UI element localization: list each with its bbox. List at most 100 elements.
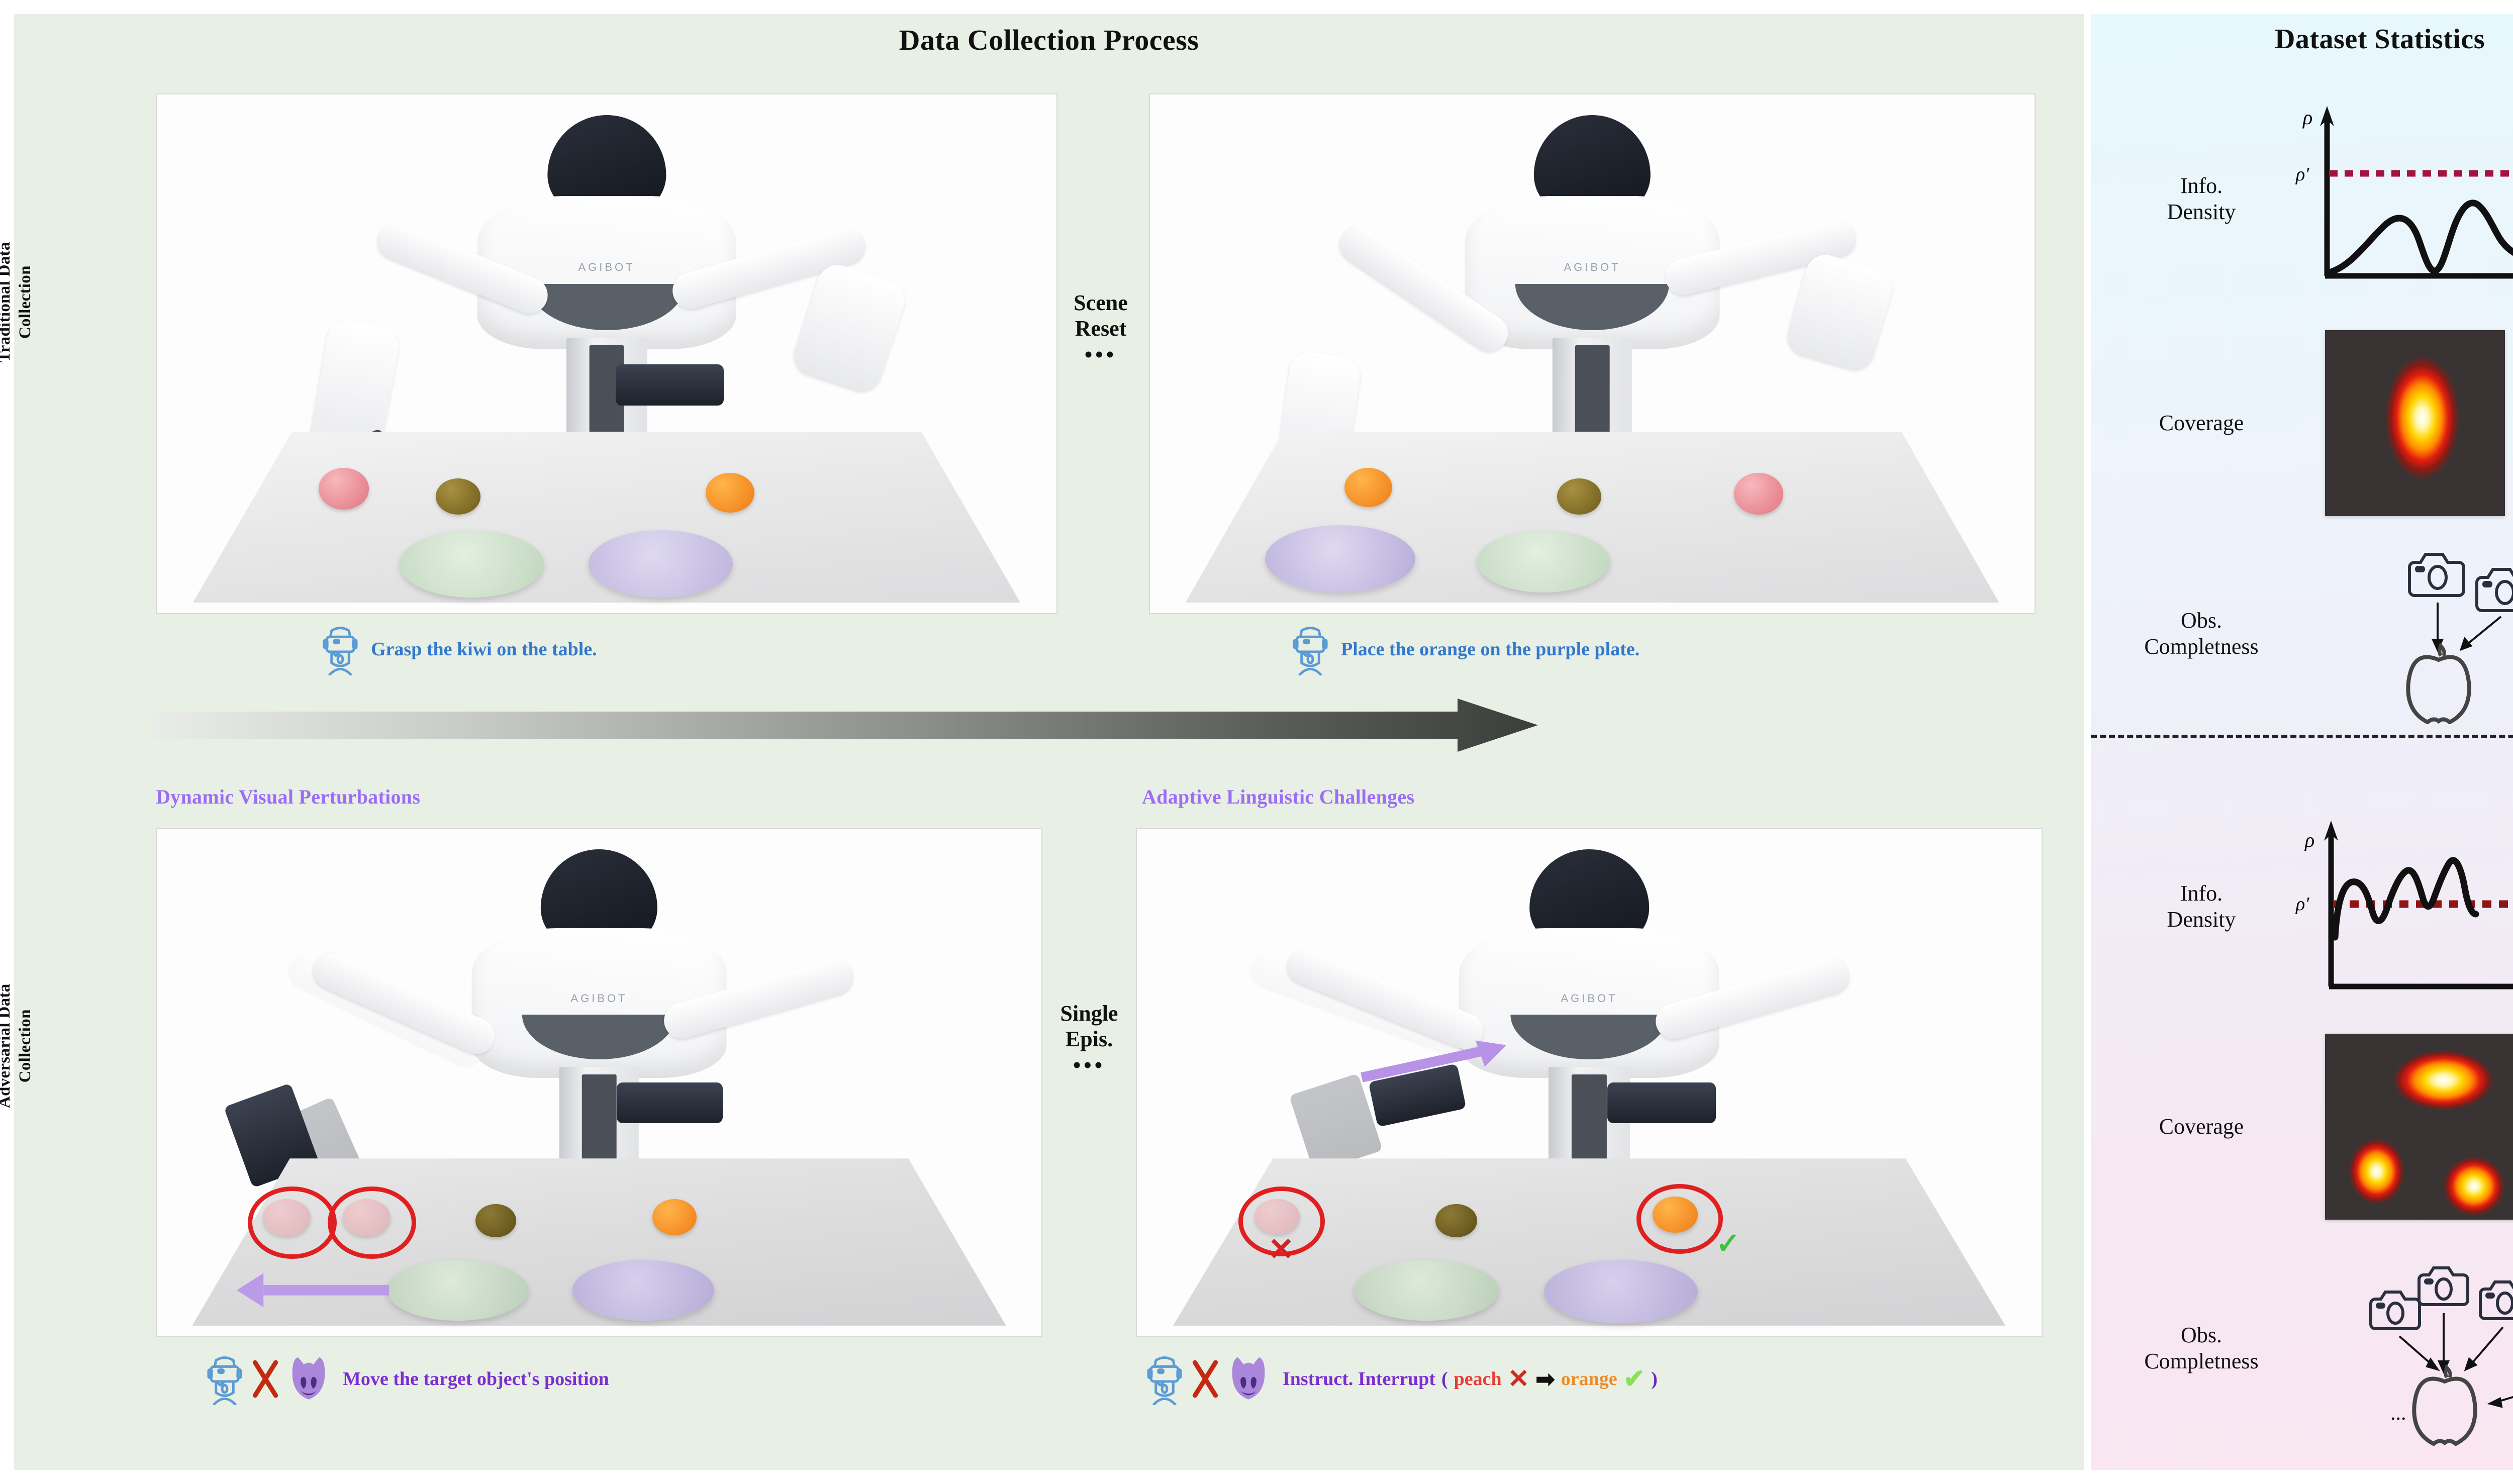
caption-text-prefix: Instruct. Interrupt [1283,1368,1435,1390]
row-label-traditional-line1: Traditional Data [0,242,14,363]
single-episode-line2: Epis. [1065,1026,1113,1051]
obs-completeness-diagram-bottom: ... [2369,1266,2513,1446]
process-progression-arrow [151,699,1538,752]
fruit-peach [319,468,369,510]
coverage-label: Coverage [2159,1114,2244,1139]
caption-grasp-kiwi: Grasp the kiwi on the table. [322,623,597,675]
scene-reset-line2: Reset [1075,316,1127,341]
scene: AGIBOT [1150,94,2035,613]
fruit-kiwi [475,1204,516,1238]
obs-completeness-label: Obs. Completness [2126,1322,2277,1374]
robot-right-arm-fore [1783,250,1897,374]
info-density-chart-bottom: ρ ρ′ t [2295,821,2513,990]
wrong-x-icon: ✕ [1507,1365,1530,1394]
camera-arrow [2497,1396,2513,1403]
robot-brand-label: AGIBOT [578,261,635,274]
fruit-peach [1733,473,1784,515]
scene-reset-line1: Scene [1074,290,1128,315]
highlight-circle-old-position [248,1186,337,1259]
fruit-orange [705,473,754,513]
stat-coverage-bottom: Coverage [2126,1021,2513,1232]
apple-icon [2412,1376,2477,1446]
coverage-heatmap-bottom [2325,1034,2513,1220]
info-density-label: Info. Density [2126,173,2277,225]
fruit-kiwi [1557,478,1601,515]
paren-close: ) [1651,1368,1658,1390]
coverage-heatmap-top [2325,330,2505,516]
axis-threshold-label: ρ′ [2295,894,2309,915]
photo-traditional-place: AGIBOT [1149,93,2036,614]
fruit-kiwi [1435,1204,1477,1238]
peach-reject-x: ✕ [1268,1233,1294,1267]
photo-adversarial-linguistic-challenge: AGIBOT ✕ ✓ [1136,828,2043,1337]
vr-operator-icon [1147,1356,1182,1405]
stat-info-density-top: Info. Density ρ ρ′ t [2126,88,2513,310]
highlight-circle-orange [1636,1183,1723,1254]
transition-arrow-icon: ➡ [1535,1366,1555,1392]
object-move-arrow [236,1273,389,1308]
info-density-label-line2: Density [2167,200,2236,224]
wrong-object-label: peach [1454,1368,1502,1390]
caption-text: Move the target object's position [343,1368,609,1390]
plate-purple [1265,525,1415,592]
row-label-traditional: Traditional Data Collection [0,26,36,578]
density-curve [2332,857,2479,941]
info-density-chart-top: ρ ρ′ t [2295,106,2513,279]
stat-info-density-bottom: Info. Density ρ ρ′ t [2126,796,2513,1017]
right-check-icon: ✔ [1623,1365,1646,1394]
obs-completeness-label: Obs. Completness [2126,608,2277,660]
camera-arrow [2398,1335,2433,1365]
caption-place-orange: Place the orange on the purple plate. [1292,623,1639,675]
paren-open: ( [1441,1368,1448,1390]
vr-operator-icon [323,626,358,675]
robot-right-gripper [1607,1082,1716,1123]
info-density-label-line1: Info. [2180,881,2223,906]
obs-label-line1: Obs. [2181,1323,2222,1348]
plate-purple [1544,1259,1698,1323]
scene: AGIBOT [157,94,1056,613]
plate-green [400,530,544,598]
vr-operator-icon [1293,626,1328,675]
caption-text: Grasp the kiwi on the table. [371,639,597,660]
orange-accept-check: ✓ [1716,1227,1741,1260]
camera-arrow [2431,603,2444,652]
sublabel-adaptive-linguistic-challenges: Adaptive Linguistic Challenges [1142,785,1415,808]
robot-brand-label: AGIBOT [1561,992,1618,1005]
obs-label-line2: Completness [2144,1349,2259,1373]
fruit-kiwi [435,478,481,515]
single-episode-line1: Single [1060,1001,1118,1026]
stat-obs-completeness-top: Obs. Completness [2126,541,2513,727]
axis-y-label: ρ [2302,106,2312,129]
plate-purple [572,1259,714,1321]
crossed-swords-icon [1192,1360,1218,1398]
coverage-label: Coverage [2159,411,2244,436]
crossed-swords-icon [252,1360,278,1398]
camera-arrow [2471,1326,2504,1364]
apple-stem [2438,642,2446,657]
devil-face-icon [292,1357,325,1400]
camera-icon [2479,1280,2513,1320]
camera-icon [2369,1291,2421,1330]
stat-coverage-top: Coverage [2126,318,2513,529]
vr-operator-icon [207,1356,242,1405]
photo-traditional-grasp: AGIBOT [156,93,1057,614]
robot-right-gripper [617,1082,723,1123]
axis-threshold-label: ρ′ [2295,164,2309,185]
row-label-adversarial-line1: Adversarial Data [0,983,14,1109]
apple-stem [2444,1364,2452,1378]
robot-left-gripper-ghost [1289,1073,1383,1173]
row-label-traditional-line2: Collection [16,265,34,339]
highlight-circle-new-position [327,1186,417,1259]
caption-text: Place the orange on the purple plate. [1341,639,1640,660]
right-object-label: orange [1561,1368,1617,1390]
single-episode-label: Single Epis. ••• [1041,1001,1137,1078]
robot-right-arm-fore [789,259,910,397]
obs-label-line2: Completness [2144,634,2259,659]
obs-completeness-diagram-top [2406,553,2513,724]
camera-icon [2408,553,2465,597]
scene: AGIBOT [157,829,1041,1336]
fruit-orange [652,1199,697,1236]
devil-face-icon [1232,1357,1265,1400]
gripper-redirect-arrow [1361,1040,1506,1082]
